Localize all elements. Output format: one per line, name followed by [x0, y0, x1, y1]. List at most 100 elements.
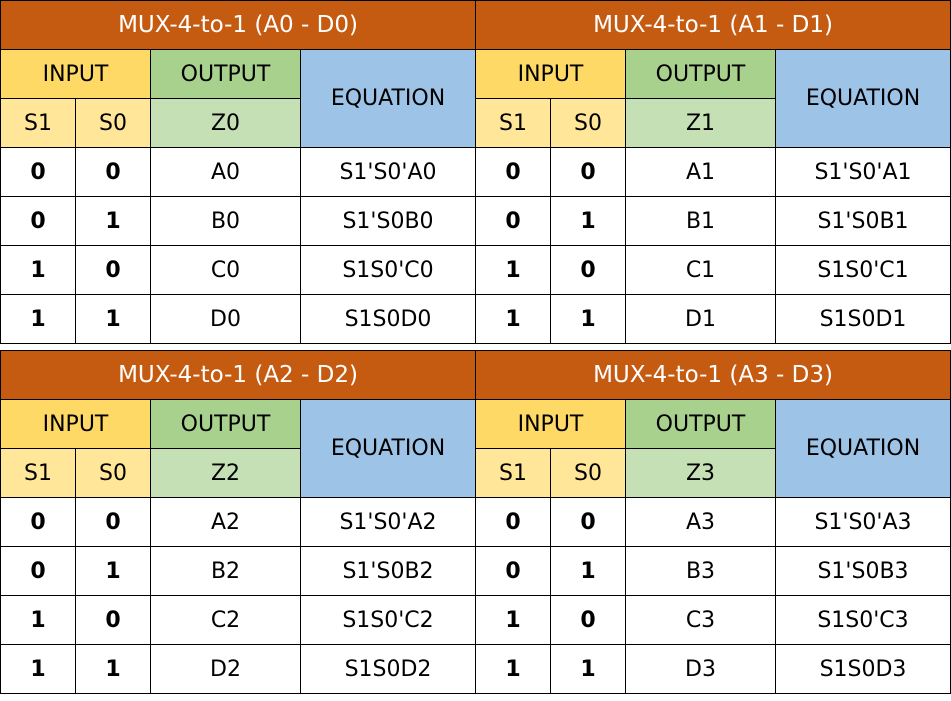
table-row: 0 0 A0 S1'S0'A0	[0, 147, 476, 197]
table-title: MUX-4-to-1 (A3 - D3)	[475, 350, 951, 400]
output-cell: A2	[150, 497, 301, 547]
s1-cell: 1	[475, 595, 551, 645]
s1-cell: 1	[475, 245, 551, 295]
output-header: OUTPUT	[625, 399, 776, 449]
s1-cell: 0	[475, 196, 551, 246]
s1-cell: 1	[0, 245, 76, 295]
s0-cell: 0	[550, 497, 626, 547]
table-row: 1 0 C0 S1S0'C0	[0, 245, 476, 295]
s0-header: S0	[550, 448, 626, 498]
s0-cell: 0	[75, 245, 151, 295]
equation-header: EQUATION	[300, 49, 476, 148]
equation-cell: S1'S0'A3	[775, 497, 951, 547]
equation-cell: S1S0D3	[775, 644, 951, 694]
table-row: 1 1 D3 S1S0D3	[475, 644, 951, 694]
equation-cell: S1S0'C2	[300, 595, 476, 645]
equation-header: EQUATION	[775, 399, 951, 498]
output-cell: B2	[150, 546, 301, 596]
output-cell: A1	[625, 147, 776, 197]
s1-cell: 1	[475, 294, 551, 344]
table-row: 1 0 C1 S1S0'C1	[475, 245, 951, 295]
s1-header: S1	[475, 448, 551, 498]
s0-cell: 0	[550, 147, 626, 197]
output-cell: B1	[625, 196, 776, 246]
s1-cell: 0	[475, 497, 551, 547]
z-header: Z0	[150, 98, 301, 148]
table-row: 1 1 D1 S1S0D1	[475, 294, 951, 344]
s0-cell: 1	[550, 644, 626, 694]
input-header: INPUT	[0, 49, 151, 99]
equation-cell: S1S0D0	[300, 294, 476, 344]
table-row: 1 0 C2 S1S0'C2	[0, 595, 476, 645]
output-cell: D1	[625, 294, 776, 344]
table-row: 0 1 B0 S1'S0B0	[0, 196, 476, 246]
mux-table-2: MUX-4-to-1 (A2 - D2) INPUT OUTPUT EQUATION S…	[0, 350, 476, 694]
s0-cell: 1	[550, 546, 626, 596]
s0-cell: 0	[550, 595, 626, 645]
s1-header: S1	[0, 448, 76, 498]
mux-table-1: MUX-4-to-1 (A1 - D1) INPUT OUTPUT EQUATION S…	[475, 0, 951, 344]
equation-cell: S1'S0B2	[300, 546, 476, 596]
s1-header: S1	[0, 98, 76, 148]
input-header: INPUT	[475, 399, 626, 449]
table-row: 1 1 D0 S1S0D0	[0, 294, 476, 344]
table-row: 0 1 B3 S1'S0B3	[475, 546, 951, 596]
s1-cell: 0	[475, 546, 551, 596]
equation-cell: S1'S0'A2	[300, 497, 476, 547]
s0-header: S0	[550, 98, 626, 148]
output-cell: C3	[625, 595, 776, 645]
s1-cell: 0	[0, 497, 76, 547]
s0-cell: 1	[75, 644, 151, 694]
table-row: 0 0 A3 S1'S0'A3	[475, 497, 951, 547]
equation-cell: S1'S0B0	[300, 196, 476, 246]
output-header: OUTPUT	[625, 49, 776, 99]
table-row: 0 1 B1 S1'S0B1	[475, 196, 951, 246]
table-title: MUX-4-to-1 (A2 - D2)	[0, 350, 476, 400]
equation-cell: S1'S0'A0	[300, 147, 476, 197]
s0-cell: 1	[75, 294, 151, 344]
mux-table-3: MUX-4-to-1 (A3 - D3) INPUT OUTPUT EQUATION S…	[475, 350, 951, 694]
s0-cell: 0	[550, 245, 626, 295]
input-header: INPUT	[475, 49, 626, 99]
mux-table-0: MUX-4-to-1 (A0 - D0) INPUT OUTPUT EQUATION S…	[0, 0, 476, 344]
output-cell: C1	[625, 245, 776, 295]
table-row: 1 1 D2 S1S0D2	[0, 644, 476, 694]
s0-header: S0	[75, 98, 151, 148]
equation-header: EQUATION	[775, 49, 951, 148]
output-cell: D3	[625, 644, 776, 694]
output-header: OUTPUT	[150, 399, 301, 449]
s1-header: S1	[475, 98, 551, 148]
output-cell: C0	[150, 245, 301, 295]
s0-header: S0	[75, 448, 151, 498]
s1-cell: 0	[475, 147, 551, 197]
s1-cell: 1	[0, 595, 76, 645]
equation-cell: S1'S0B1	[775, 196, 951, 246]
s0-cell: 1	[75, 196, 151, 246]
output-cell: A3	[625, 497, 776, 547]
equation-cell: S1S0D2	[300, 644, 476, 694]
table-title: MUX-4-to-1 (A0 - D0)	[0, 0, 476, 50]
s1-cell: 0	[0, 196, 76, 246]
s0-cell: 0	[75, 147, 151, 197]
output-cell: C2	[150, 595, 301, 645]
s1-cell: 0	[0, 546, 76, 596]
equation-cell: S1S0'C3	[775, 595, 951, 645]
equation-cell: S1S0'C0	[300, 245, 476, 295]
output-cell: D0	[150, 294, 301, 344]
z-header: Z1	[625, 98, 776, 148]
output-cell: A0	[150, 147, 301, 197]
input-header: INPUT	[0, 399, 151, 449]
equation-header: EQUATION	[300, 399, 476, 498]
s1-cell: 1	[0, 644, 76, 694]
table-row: 0 0 A1 S1'S0'A1	[475, 147, 951, 197]
s0-cell: 0	[75, 595, 151, 645]
s0-cell: 1	[550, 196, 626, 246]
output-cell: B0	[150, 196, 301, 246]
table-row: 0 1 B2 S1'S0B2	[0, 546, 476, 596]
table-row: 0 0 A2 S1'S0'A2	[0, 497, 476, 547]
s1-cell: 0	[0, 147, 76, 197]
equation-cell: S1S0D1	[775, 294, 951, 344]
z-header: Z2	[150, 448, 301, 498]
equation-cell: S1S0'C1	[775, 245, 951, 295]
output-cell: D2	[150, 644, 301, 694]
